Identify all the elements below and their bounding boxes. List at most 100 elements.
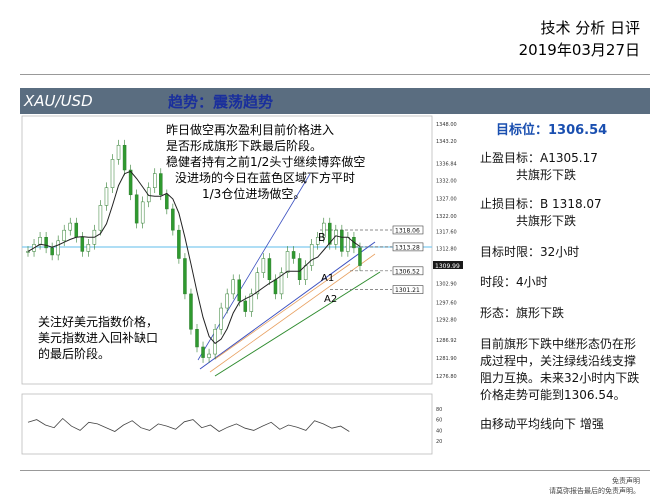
candle xyxy=(74,222,79,238)
candle xyxy=(134,194,139,224)
osc-tick-1: 60 xyxy=(436,418,442,424)
symbol-label: XAU/USD xyxy=(24,92,93,110)
chart-note-2: 关注好美元指数价格， 美元指数进入回补缺口 的最后阶段。 xyxy=(38,314,162,361)
timeframe: 时段：4小时 xyxy=(480,275,548,289)
candle xyxy=(104,187,109,206)
time-limit: 目标时限：32小时 xyxy=(480,245,580,259)
header-divider xyxy=(20,74,650,75)
stop-loss-note: 共旗形下跌 xyxy=(516,214,577,228)
level-lines: 1318.06 1313.28 1306.52 1301.21 xyxy=(320,225,424,294)
point-b-label: B xyxy=(318,231,326,244)
disclaimer-title: 免责声明 xyxy=(612,477,640,485)
price-tick-13: 1281.90 xyxy=(436,356,457,362)
pattern: 形态：旗形下跌 xyxy=(480,306,565,320)
candle xyxy=(267,258,272,280)
candle xyxy=(44,237,48,249)
price-tick-12: 1286.92 xyxy=(436,338,457,344)
stop-loss: 止损目标：B 1318.07 共旗形下跌 xyxy=(480,196,655,230)
price-tick-3: 1332.00 xyxy=(436,179,457,185)
candle xyxy=(116,144,121,160)
candle xyxy=(261,258,266,273)
report-date: 2019年03月27日 xyxy=(518,41,640,59)
candle xyxy=(128,169,133,196)
level-box-2 xyxy=(392,266,424,276)
channel-mid xyxy=(209,253,376,373)
osc-tick-2: 40 xyxy=(436,428,442,434)
candle xyxy=(195,329,199,348)
level-box-3 xyxy=(392,285,424,294)
candle xyxy=(165,194,169,210)
candle xyxy=(322,222,326,238)
candle xyxy=(249,293,254,312)
point-a1-label: A1 xyxy=(321,273,334,284)
price-axis: 1348.00 1343.20 1336.84 1332.00 1327.00 1322.… xyxy=(436,122,457,380)
target-price: 目标位：1306.54 xyxy=(496,123,608,138)
trend-line-down xyxy=(197,173,311,361)
price-tick-0: 1348.00 xyxy=(436,122,457,128)
candle xyxy=(219,307,223,330)
level-label-1: 1313.28 xyxy=(395,244,420,251)
candle xyxy=(279,272,284,295)
level-label-3: 1301.21 xyxy=(395,287,420,294)
candle xyxy=(153,173,157,188)
report-title: 技术 分析 日评 xyxy=(540,19,640,37)
candle xyxy=(315,237,320,245)
symbol-banner xyxy=(20,88,650,114)
candle xyxy=(237,279,241,302)
candle xyxy=(159,173,163,196)
candle xyxy=(303,265,308,280)
ma-note: 由移动平均线向下 增强 xyxy=(480,417,604,431)
osc-tick-0: 80 xyxy=(436,407,442,413)
moving-average xyxy=(27,170,361,345)
oscillator-panel xyxy=(21,393,433,455)
summary: 目前旗形下跌中继形态仍在形 成过程中，关注绿线沿线支撑 阻力互换。未来32小时内… xyxy=(480,337,640,402)
level-label-0: 1318.06 xyxy=(395,227,420,234)
price-tick-5: 1322.00 xyxy=(436,214,457,220)
current-price-label: 1309.99 xyxy=(435,263,460,270)
channel-mid2 xyxy=(214,263,351,360)
candle xyxy=(80,237,85,252)
candle xyxy=(56,240,60,256)
candle xyxy=(122,144,127,171)
candle xyxy=(309,244,314,266)
level-label-2: 1306.52 xyxy=(395,268,420,275)
candle xyxy=(225,293,229,309)
candle xyxy=(183,258,187,295)
candle xyxy=(231,279,235,295)
candle xyxy=(62,229,66,242)
candle xyxy=(207,353,211,358)
stop-profit-note: 共旗形下跌 xyxy=(516,168,577,182)
level-box-0 xyxy=(392,225,424,235)
price-tick-1: 1343.20 xyxy=(436,139,457,145)
candle xyxy=(110,159,115,188)
candle xyxy=(26,251,30,253)
trend-label: 趋势：震荡趋势 xyxy=(168,93,274,111)
candle xyxy=(291,251,296,259)
candle xyxy=(273,279,278,295)
price-tick-9: 1302.90 xyxy=(436,282,457,288)
oscillator-axis: 80 60 40 20 xyxy=(436,407,442,445)
candle xyxy=(297,258,302,280)
osc-tick-3: 20 xyxy=(436,439,442,445)
price-tick-2: 1336.84 xyxy=(436,161,457,167)
oscillator-line xyxy=(27,417,350,432)
chart-note-1: 昨日做空再次盈利目前价格进入 是否形成旗形下跌最后阶段。 稳健者持有之前1/2头… xyxy=(166,122,369,201)
candle xyxy=(358,247,362,266)
candles xyxy=(26,139,362,363)
candle xyxy=(285,251,290,273)
price-tick-4: 1327.00 xyxy=(436,196,457,202)
channel-upper xyxy=(199,241,376,370)
candle xyxy=(171,208,175,231)
candle xyxy=(255,272,260,295)
candle xyxy=(177,229,181,259)
stop-profit-value: 止盈目标：A1305.17 xyxy=(480,151,598,165)
candle xyxy=(189,293,193,330)
candle xyxy=(86,244,91,252)
candle xyxy=(50,247,54,256)
candle xyxy=(328,222,332,245)
current-price-tag xyxy=(433,261,463,269)
price-tick-11: 1292.80 xyxy=(436,317,457,323)
candle xyxy=(38,237,42,245)
price-tick-6: 1317.60 xyxy=(436,230,457,236)
price-tick-10: 1297.60 xyxy=(436,300,457,306)
